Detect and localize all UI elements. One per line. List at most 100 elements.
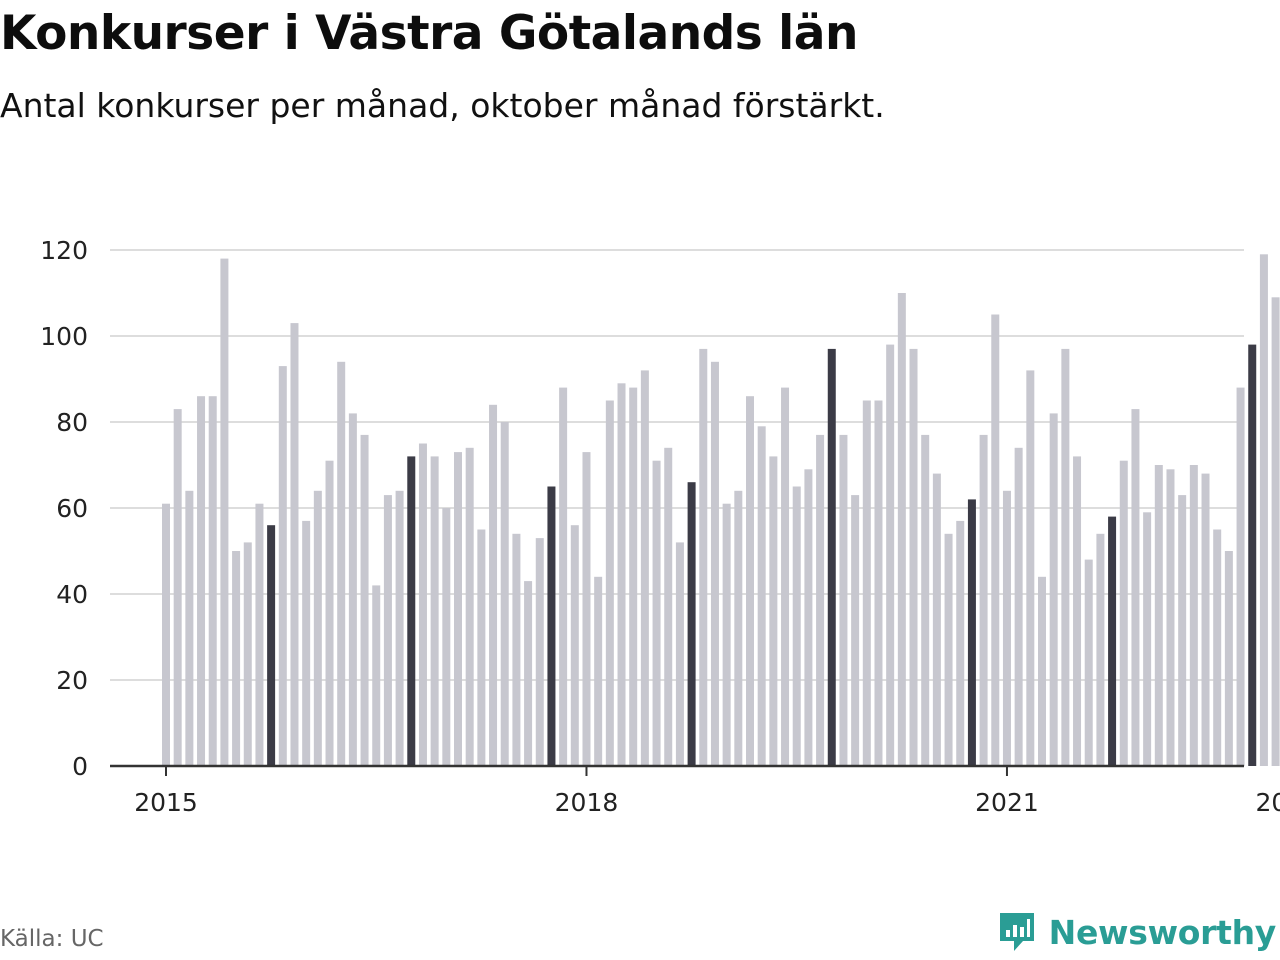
bar — [664, 447, 673, 766]
bar — [675, 542, 684, 766]
source-note: Källa: UC — [0, 926, 104, 952]
brand-name: Newsworthy — [1048, 912, 1277, 952]
bar — [722, 503, 731, 766]
bar — [1014, 447, 1023, 766]
bar — [442, 508, 451, 766]
y-tick-label: 60 — [56, 494, 88, 523]
bar — [535, 538, 544, 766]
bar — [734, 490, 743, 766]
bar — [991, 314, 1000, 766]
x-tick-label: 2018 — [555, 788, 619, 817]
y-tick-label: 120 — [40, 236, 88, 265]
bar — [1108, 516, 1117, 766]
bar — [1038, 576, 1046, 766]
bar — [792, 486, 801, 766]
bar — [220, 258, 229, 766]
bar — [489, 404, 498, 766]
newsworthy-logo-icon — [999, 913, 1034, 951]
bar — [827, 348, 836, 766]
bar — [781, 387, 790, 766]
bar — [267, 525, 276, 766]
bar — [383, 495, 392, 766]
bar — [886, 344, 895, 766]
y-axis-tick-labels: 0 20 40 60 80 100 120 — [40, 236, 88, 781]
bar — [173, 409, 182, 766]
bar — [395, 490, 404, 766]
bar — [313, 490, 322, 766]
bar — [1061, 348, 1070, 766]
bar — [290, 323, 299, 766]
x-tick-label: 2021 — [975, 788, 1039, 817]
bar — [629, 387, 638, 766]
bar — [500, 422, 509, 766]
bar — [547, 486, 556, 766]
bar — [582, 452, 591, 766]
bar — [208, 396, 217, 766]
bar — [710, 361, 719, 766]
chart-title: Konkurser i Västra Götalands län — [0, 6, 858, 61]
y-tick-label: 100 — [40, 322, 88, 351]
bar — [348, 413, 357, 766]
bar — [617, 383, 626, 766]
bar — [699, 348, 708, 766]
bar — [1213, 529, 1222, 766]
bar — [652, 460, 661, 766]
bar — [874, 400, 883, 766]
y-tick-label: 40 — [56, 580, 88, 609]
bar — [372, 585, 381, 766]
bar — [524, 581, 533, 766]
bar — [594, 576, 603, 766]
bar — [512, 533, 521, 766]
bar — [407, 456, 416, 766]
bar — [570, 525, 579, 766]
bar — [1154, 465, 1163, 766]
y-tick-label: 20 — [56, 666, 88, 695]
chart-subtitle: Antal konkurser per månad, oktober månad… — [0, 86, 885, 125]
bar — [1166, 469, 1175, 766]
bar — [1259, 254, 1268, 767]
bar — [932, 473, 941, 766]
bar — [232, 551, 241, 766]
bar — [278, 366, 287, 766]
bar — [944, 533, 953, 766]
bar — [1236, 387, 1245, 766]
bar — [337, 361, 346, 766]
bar — [956, 520, 965, 766]
bar — [1224, 551, 1233, 766]
bar — [921, 434, 930, 766]
bar — [1073, 456, 1082, 766]
bar — [430, 456, 439, 766]
bar — [757, 426, 766, 766]
bar — [1178, 495, 1187, 766]
y-tick-label: 0 — [72, 752, 88, 781]
bar — [243, 542, 252, 766]
bar — [839, 434, 848, 766]
bar — [1026, 370, 1035, 766]
bar — [1002, 490, 1011, 766]
bar — [418, 443, 427, 766]
bar — [851, 495, 860, 766]
bar — [640, 370, 649, 766]
bar — [197, 396, 206, 766]
bar — [360, 434, 369, 766]
bars — [162, 254, 1280, 767]
bar — [1096, 533, 1105, 766]
bar — [1271, 297, 1280, 766]
brand: Newsworthy — [997, 910, 1276, 954]
bar — [559, 387, 568, 766]
y-tick-label: 80 — [56, 408, 88, 437]
bar — [477, 529, 486, 766]
bar — [1119, 460, 1128, 766]
bar — [979, 434, 988, 766]
bar — [746, 396, 754, 766]
bar — [862, 400, 871, 766]
bar — [454, 452, 462, 766]
bar — [302, 520, 311, 766]
bar — [1143, 512, 1152, 766]
bar — [325, 460, 334, 766]
bar — [804, 469, 813, 766]
x-axis-tick-labels: 2015 2018 2021 2023 — [134, 766, 1280, 817]
bar — [465, 447, 474, 766]
bar — [1049, 413, 1058, 766]
